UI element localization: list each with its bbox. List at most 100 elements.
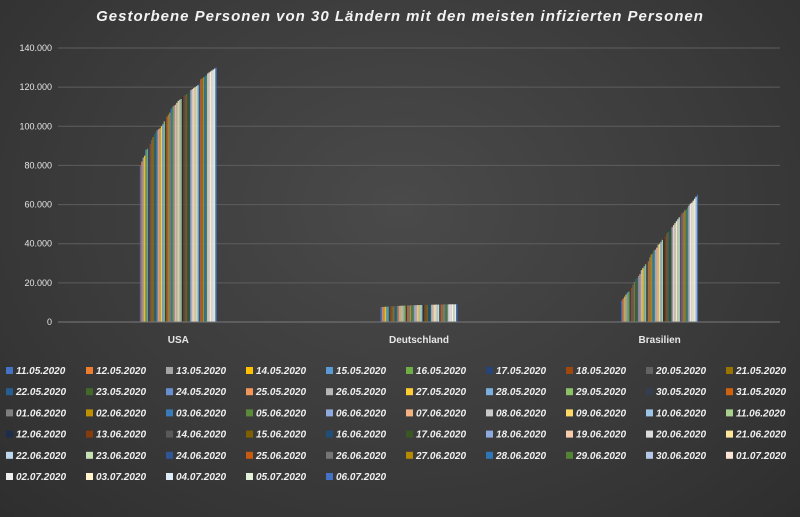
legend-swatch — [326, 388, 333, 396]
legend-swatch — [486, 430, 493, 438]
bar — [681, 213, 683, 322]
bar — [432, 304, 434, 322]
legend-swatch — [646, 451, 653, 459]
y-tick-label: 120.000 — [19, 82, 52, 92]
bar — [682, 212, 685, 322]
bar — [636, 277, 638, 322]
bar — [139, 165, 142, 322]
legend-swatch — [6, 388, 13, 396]
legend-entry: 07.06.2020 — [416, 408, 466, 419]
bar — [436, 304, 438, 322]
legend-entry: 18.05.2020 — [576, 366, 626, 377]
bars — [139, 67, 699, 323]
legend-entry: 27.05.2020 — [415, 387, 466, 398]
bar — [686, 207, 689, 322]
legend-entry: 18.06.2020 — [496, 430, 546, 441]
legend-swatch — [646, 367, 653, 374]
bar — [633, 281, 636, 322]
bar — [651, 253, 654, 322]
bar — [429, 304, 431, 322]
legend-swatch — [726, 409, 733, 417]
bar — [667, 231, 669, 322]
legend-entry: 24.06.2020 — [175, 451, 226, 462]
bar — [640, 270, 643, 322]
bar — [191, 89, 193, 322]
bar — [632, 284, 634, 322]
bar — [423, 304, 426, 323]
legend-swatch — [166, 430, 173, 438]
legend-entry: 13.06.2020 — [96, 430, 146, 441]
bar — [695, 196, 697, 322]
bar — [388, 306, 391, 322]
bar — [679, 215, 682, 322]
bar — [451, 304, 454, 322]
bar — [685, 209, 687, 322]
legend-entry: 15.05.2020 — [336, 366, 386, 377]
legend-entry: 14.05.2020 — [256, 366, 306, 377]
bar — [215, 67, 217, 322]
legend-entry: 31.05.2020 — [736, 387, 786, 398]
bar — [671, 227, 673, 322]
bar — [635, 278, 637, 322]
bar — [395, 305, 398, 322]
bar — [202, 77, 205, 322]
legend-entry: 05.07.2020 — [256, 472, 306, 483]
legend-swatch — [646, 409, 653, 417]
legend-entry: 04.07.2020 — [176, 472, 226, 483]
bar — [425, 304, 427, 323]
bar — [412, 305, 414, 322]
bar — [141, 161, 143, 322]
legend-swatch — [326, 409, 333, 417]
legend-swatch — [6, 451, 13, 459]
bar — [149, 143, 151, 322]
legend-swatch — [566, 430, 573, 438]
bar — [187, 93, 189, 322]
bar — [205, 75, 207, 323]
bar — [422, 304, 424, 323]
legend-swatch — [166, 388, 173, 396]
legend-swatch — [646, 430, 653, 438]
bar — [623, 296, 626, 322]
bar — [209, 71, 212, 323]
legend-entry: 13.05.2020 — [176, 366, 226, 377]
legend-entry: 29.05.2020 — [575, 387, 626, 398]
bar — [144, 155, 146, 322]
bar — [625, 294, 627, 322]
bar — [208, 72, 210, 323]
legend-swatch — [86, 388, 93, 396]
legend-swatch — [406, 409, 413, 417]
bar — [186, 93, 188, 323]
legend-entry: 26.06.2020 — [335, 451, 386, 462]
legend-entry: 22.05.2020 — [15, 387, 66, 398]
legend-entry: 03.07.2020 — [96, 472, 146, 483]
bar — [447, 304, 449, 322]
legend-swatch — [566, 367, 573, 374]
axes: 0 20.000 40.000 60.000 80.000 100.000 120.000 1… — [19, 43, 780, 346]
legend-swatch — [566, 451, 573, 459]
bar — [435, 304, 437, 322]
bar — [446, 304, 448, 322]
legend-swatch — [6, 409, 13, 417]
bar — [214, 68, 216, 322]
bar — [443, 304, 445, 322]
bar — [398, 305, 400, 322]
bar — [407, 305, 409, 322]
bar — [212, 69, 214, 322]
legend-entry: 17.06.2020 — [416, 430, 466, 441]
legend-entry: 02.07.2020 — [16, 472, 66, 483]
y-tick-label: 80.000 — [24, 160, 52, 170]
bar — [162, 124, 164, 322]
legend-entry: 03.06.2020 — [176, 408, 226, 419]
legend-entry: 17.05.2020 — [496, 366, 546, 377]
legend-entry: 12.05.2020 — [96, 366, 146, 377]
bar — [691, 202, 693, 322]
legend-swatch — [486, 451, 493, 459]
bar — [160, 126, 163, 322]
bar — [688, 205, 690, 322]
legend-entry: 29.06.2020 — [575, 451, 626, 462]
legend-entry: 23.05.2020 — [95, 387, 146, 398]
bar — [404, 305, 406, 322]
bar — [644, 264, 647, 322]
bar — [411, 305, 413, 322]
